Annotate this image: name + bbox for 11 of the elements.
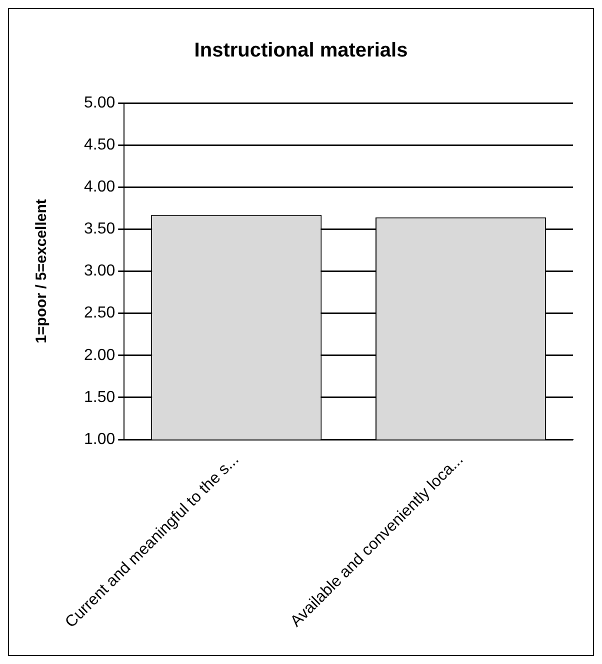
y-tick-label: 3.00 [84, 262, 116, 280]
y-tick-label: 4.50 [84, 136, 116, 154]
chart-title: Instructional materials [194, 40, 408, 62]
y-tick-label: 5.00 [84, 94, 116, 112]
y-tick-label: 1.50 [84, 388, 116, 406]
y-tick-label: 2.50 [84, 304, 116, 322]
y-tick-label: 4.00 [84, 178, 116, 196]
y-axis-title: 1=poor / 5=excellent [33, 199, 50, 344]
y-tick-label: 3.50 [84, 220, 116, 238]
y-tick-label: 1.00 [84, 430, 116, 448]
y-tick-label: 2.00 [84, 346, 116, 364]
